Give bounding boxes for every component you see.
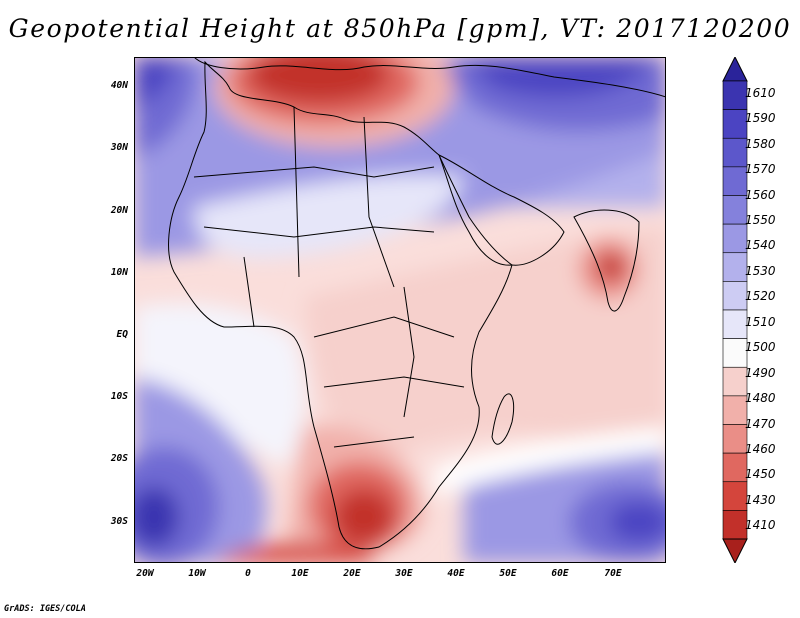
colorbar-label: 1450 xyxy=(745,467,776,482)
colorbar-box xyxy=(722,366,748,397)
map-panel xyxy=(134,57,666,563)
lat-label-30s: 30S xyxy=(110,516,128,527)
lon-label-40e: 40E xyxy=(447,568,465,579)
colorbar-label: 1470 xyxy=(745,416,776,431)
colorbar-label: 1530 xyxy=(745,263,776,278)
lat-label-20s: 20S xyxy=(110,453,128,464)
lon-label-20e: 20E xyxy=(343,568,361,579)
colorbar-label: 1590 xyxy=(745,111,776,126)
colorbar-label: 1540 xyxy=(745,238,776,253)
lat-label-10s: 10S xyxy=(110,391,128,402)
colorbar-label: 1410 xyxy=(745,518,776,533)
colorbar-label: 1580 xyxy=(745,136,776,151)
colorbar-label: 1570 xyxy=(745,162,776,177)
geopotential-height-map xyxy=(134,57,666,563)
field-shading xyxy=(134,57,666,563)
lon-label-30e: 30E xyxy=(395,568,413,579)
coastlines xyxy=(168,57,666,550)
colorbar-box xyxy=(722,481,748,511)
lon-label-60e: 60E xyxy=(551,568,569,579)
colorbar-top-arrow xyxy=(722,57,748,82)
credit-text: GrADS: IGES/COLA xyxy=(4,604,86,614)
colorbar-label: 1520 xyxy=(745,289,776,304)
colorbar-label: 1460 xyxy=(745,441,776,456)
lon-label-20w: 20W xyxy=(136,568,154,579)
colorbar-box xyxy=(722,424,748,454)
colorbar-box xyxy=(722,338,748,368)
lon-label-10w: 10W xyxy=(188,568,206,579)
colorbar xyxy=(722,57,748,563)
colorbar-box xyxy=(722,452,748,483)
lon-label-50e: 50E xyxy=(499,568,517,579)
colorbar-label: 1550 xyxy=(745,212,776,227)
colorbar-box xyxy=(722,395,748,425)
lat-label-30n: 30N xyxy=(110,142,128,153)
colorbar-label: 1480 xyxy=(745,391,776,406)
colorbar-label: 1430 xyxy=(745,492,776,507)
colorbar-box xyxy=(722,281,748,311)
colorbar-box xyxy=(722,510,748,540)
lat-label-20n: 20N xyxy=(110,205,128,216)
colorbar-label: 1500 xyxy=(745,340,776,355)
colorbar-box xyxy=(722,80,748,110)
colorbar-box xyxy=(722,109,748,139)
colorbar-box xyxy=(722,195,748,225)
colorbar-label: 1560 xyxy=(745,187,776,202)
colorbar-box xyxy=(722,309,748,339)
colorbar-bottom-arrow xyxy=(722,538,748,563)
lat-label-40n: 40N xyxy=(110,80,128,91)
colorbar-box xyxy=(722,137,748,168)
colorbar-label: 1490 xyxy=(745,365,776,380)
lon-label-0: 0 xyxy=(245,568,251,579)
colorbar-box xyxy=(722,223,748,254)
colorbar-label: 1510 xyxy=(745,314,776,329)
lat-label-eq: EQ xyxy=(116,329,128,340)
lon-label-10e: 10E xyxy=(291,568,309,579)
colorbar-box xyxy=(722,166,748,196)
map-title: Geopotential Height at 850hPa [gpm], VT:… xyxy=(8,14,792,43)
lat-label-10n: 10N xyxy=(110,267,128,278)
colorbar-label: 1610 xyxy=(745,85,776,100)
lon-label-70e: 70E xyxy=(604,568,622,579)
colorbar-box xyxy=(722,252,748,282)
